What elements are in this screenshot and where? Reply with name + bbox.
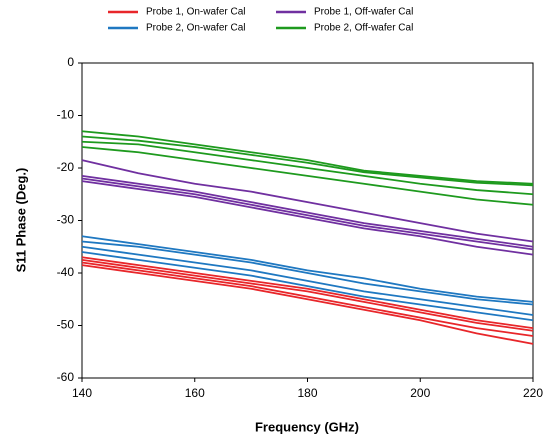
x-tick-label: 180 <box>297 386 317 400</box>
data-line <box>81 130 534 185</box>
data-line <box>81 258 534 332</box>
data-line <box>81 146 534 206</box>
y-tick-label: -30 <box>57 213 75 227</box>
data-line <box>81 240 534 306</box>
x-tick-label: 220 <box>523 386 543 400</box>
x-axis-title: Frequency (GHz) <box>255 419 359 434</box>
legend-label: Probe 2, On-wafer Cal <box>146 23 246 34</box>
y-tick-label: -50 <box>57 318 75 332</box>
data-line <box>81 261 534 337</box>
x-tick-label: 160 <box>185 386 205 400</box>
y-tick-label: -10 <box>57 108 75 122</box>
data-line <box>81 256 534 330</box>
legend-label: Probe 1, On-wafer Cal <box>146 7 246 18</box>
y-tick-label: -40 <box>57 265 75 279</box>
y-tick-label: 0 <box>67 55 74 69</box>
legend-label: Probe 2, Off-wafer Cal <box>314 23 413 34</box>
data-line <box>81 235 534 303</box>
legend-label: Probe 1, Off-wafer Cal <box>314 7 413 18</box>
data-line <box>81 174 534 248</box>
data-line <box>81 140 534 196</box>
y-axis-title: S11 Phase (Deg.) <box>13 168 28 273</box>
data-line <box>81 245 534 316</box>
x-tick-label: 200 <box>410 386 430 400</box>
data-line <box>81 251 534 322</box>
data-line <box>81 177 534 251</box>
data-line <box>81 180 534 256</box>
data-line <box>81 159 534 243</box>
data-line <box>81 264 534 345</box>
y-tick-label: -60 <box>57 370 75 384</box>
x-tick-label: 140 <box>72 386 92 400</box>
y-tick-label: -20 <box>57 160 75 174</box>
data-line <box>81 135 534 187</box>
